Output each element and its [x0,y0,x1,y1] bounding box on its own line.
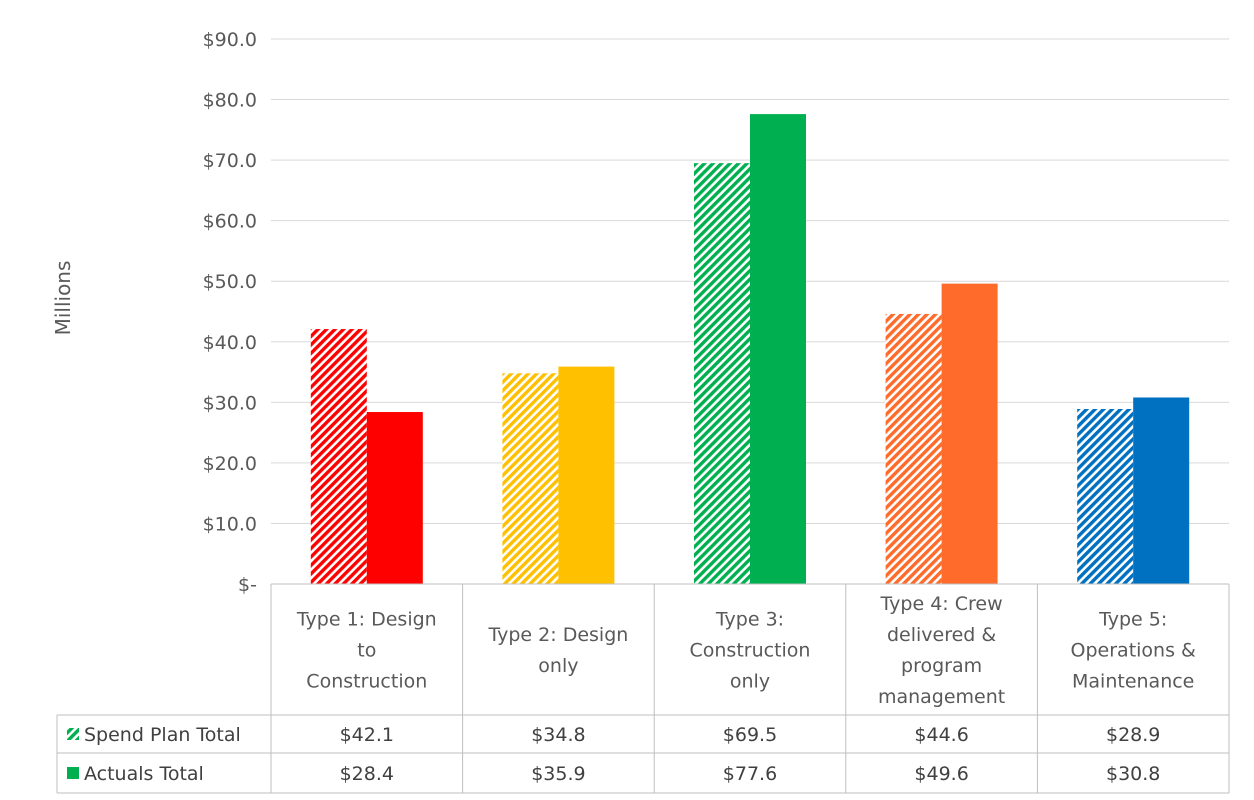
y-tick-label: $80.0 [203,90,257,112]
bar-actuals [1133,397,1190,584]
y-tick-label: $20.0 [203,453,257,475]
bar-spend-plan [310,329,367,584]
x-tick-label: management [878,686,1005,708]
bar-spend-plan [502,373,559,584]
y-tick-label: $90.0 [203,29,257,51]
x-tick-label: Type 5: [1098,609,1167,631]
data-label: $49.6 [914,763,968,785]
y-tick-label: $- [238,574,257,596]
bars [310,114,1190,584]
bar-actuals [941,283,998,584]
x-tick-label: to [357,640,376,662]
y-tick-label: $10.0 [203,513,257,535]
bar-spend-plan [694,163,750,584]
bar-actuals [558,366,615,584]
x-tick-label: only [730,671,770,693]
x-tick-label: Type 2: Design [487,624,628,646]
data-label: $35.9 [531,763,585,785]
x-tick-label: Type 3: [715,609,784,631]
y-axis-tick-labels: $- $10.0 $20.0 $30.0 $40.0 $50.0 $60.0 $70.0 $80… [203,29,257,596]
data-label: $77.6 [723,763,777,785]
legend-key-spend-plan [67,728,79,740]
legend-label: Spend Plan Total [84,724,241,746]
data-label: $34.8 [531,724,585,746]
y-tick-label: $60.0 [203,211,257,233]
bar-spend-plan [885,313,942,584]
x-tick-label: Maintenance [1072,671,1194,693]
x-tick-label: Type 1: Design [296,609,437,631]
x-tick-label: only [538,655,578,677]
legend-key-actuals [67,767,79,779]
data-label: $42.1 [340,724,394,746]
x-tick-label: Construction [690,640,811,662]
data-table: Type 1: Design to Construction Type 2: Desi… [56,583,1230,794]
bar-actuals [366,412,423,584]
x-tick-label: Type 4: Crew [880,593,1003,615]
y-tick-label: $40.0 [203,332,257,354]
data-label: $28.9 [1106,724,1160,746]
x-tick-label: program [901,655,982,677]
y-tick-label: $70.0 [203,150,257,172]
y-tick-label: $50.0 [203,271,257,293]
y-tick-label: $30.0 [203,392,257,414]
data-label: $44.6 [914,724,968,746]
legend-label: Actuals Total [84,763,204,785]
bar-spend-plan [1077,408,1134,584]
data-label: $69.5 [723,724,777,746]
y-axis-label: Millions [51,261,75,336]
x-tick-label: delivered & [887,624,996,646]
bar-actuals [750,114,806,584]
data-label: $28.4 [340,763,394,785]
x-tick-label: Construction [306,671,427,693]
data-label: $30.8 [1106,763,1160,785]
x-tick-label: Operations & [1071,640,1196,662]
